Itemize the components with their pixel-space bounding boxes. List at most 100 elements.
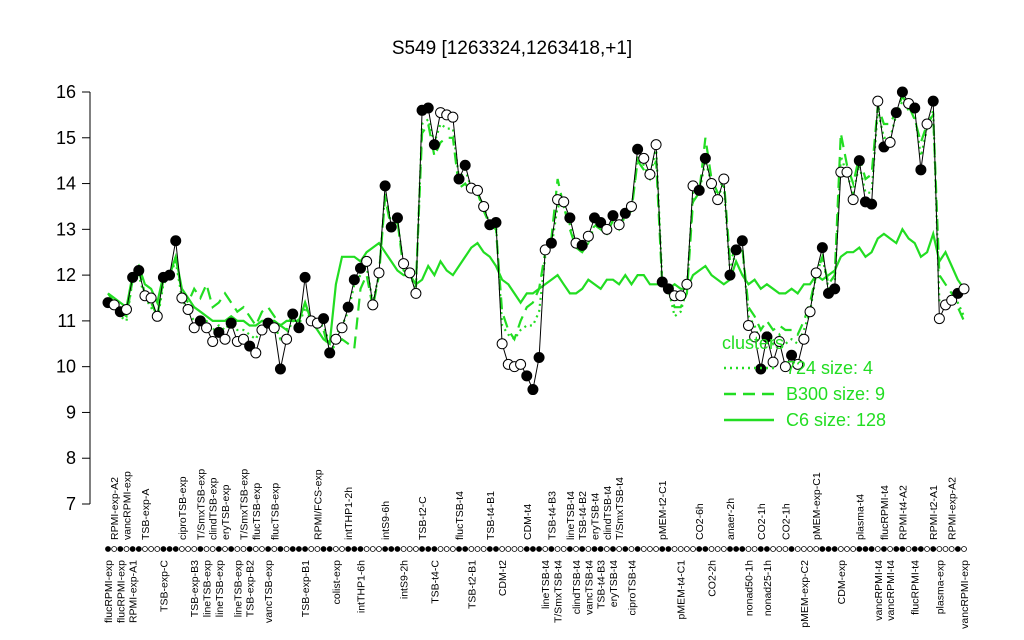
data-point [188, 322, 200, 334]
rug-dot [443, 546, 450, 552]
x-tick-label: T/SmxTSB-t4 [614, 477, 626, 540]
rug-dot [634, 546, 641, 552]
rug-dot [369, 546, 376, 552]
data-point [527, 384, 539, 396]
rug-dot [954, 546, 961, 552]
rug-dot [603, 546, 610, 552]
data-point [490, 216, 502, 228]
y-tick-label: 14 [56, 174, 76, 194]
data-point [644, 168, 656, 180]
data-point [884, 136, 896, 148]
rug-dot [203, 546, 210, 552]
rug-dot [536, 546, 542, 552]
x-tick-label: vancRPMI-exp [959, 560, 971, 629]
data-point [274, 363, 286, 375]
rug-dot [302, 546, 308, 552]
x-tick-label: flucRPMI-t4 [910, 560, 922, 615]
rug-dot [129, 546, 136, 552]
rug-dot [554, 546, 561, 552]
data-point [194, 315, 206, 327]
rug-dot [862, 546, 869, 552]
rug-dot [911, 546, 918, 552]
data-point [404, 267, 416, 279]
data-point [656, 276, 668, 288]
x-tick-label: CO2-1h [756, 503, 768, 540]
rug-dot [178, 546, 185, 552]
x-tick-label: vancRPMI-exp [121, 471, 133, 540]
rug-dot [579, 546, 586, 552]
data-point [718, 173, 730, 185]
data-point [459, 159, 471, 171]
rug-dot [517, 546, 524, 552]
rug-dot [764, 546, 770, 552]
x-tick-label: RPMI-exp-A2 [109, 477, 121, 540]
rug-dot [388, 546, 395, 552]
rug-dot [209, 546, 216, 552]
x-tick-label: pMEM-t2-C1 [657, 480, 669, 540]
rug-dot [240, 546, 247, 552]
rug-dot [351, 546, 358, 552]
rug-dot [228, 546, 235, 552]
data-point [927, 95, 939, 107]
data-point [946, 294, 958, 306]
data-point [151, 310, 163, 322]
x-tick-label: TSB-t4-C [429, 560, 441, 604]
rug-dot [511, 546, 518, 552]
x-tick-label: TSB-exp-B1 [300, 560, 312, 617]
x-tick-label: ciproTSB-exp [177, 476, 189, 540]
x-tick-label: T/SmxTSB-exp [195, 469, 207, 540]
data-point [816, 242, 828, 254]
data-point [896, 86, 908, 98]
rug-dot [154, 546, 161, 552]
data-point [792, 358, 804, 370]
y-tick-label: 12 [56, 265, 76, 285]
legend-label: B300 size: 9 [786, 384, 885, 404]
rug-dot [326, 546, 333, 552]
rug-dot [690, 546, 696, 552]
rug-dot [505, 546, 512, 552]
data-point [428, 139, 440, 151]
rug-dot [720, 546, 727, 552]
cluster-line [107, 94, 966, 356]
x-tick-label: RPMI-exp-A1 [128, 560, 140, 623]
data-point [810, 267, 822, 279]
data-point [127, 271, 139, 283]
rug-dot [733, 546, 740, 552]
data-point [120, 303, 132, 315]
rug-dot [616, 546, 623, 552]
rug-dot [449, 546, 456, 552]
rug-dot [123, 546, 130, 552]
rug-dot [560, 546, 567, 552]
rug-dot [462, 546, 469, 552]
data-point [373, 267, 385, 279]
x-tick-label: CDM-exp [836, 560, 848, 604]
x-tick-label: vancTSB-exp [263, 560, 275, 623]
rug-dot [277, 546, 284, 552]
y-tick-label: 15 [56, 128, 76, 148]
rug-dot [837, 546, 844, 552]
data-point [237, 333, 249, 345]
data-point [767, 356, 779, 368]
data-point [933, 313, 945, 325]
rug-dot [283, 546, 290, 552]
data-point [256, 324, 268, 336]
rug-dot [419, 546, 425, 552]
x-tick-label: nonad25-1h [762, 560, 774, 616]
y-tick-label: 11 [57, 311, 76, 331]
rug-dot [259, 546, 265, 552]
x-tick-label: CO2-1h [780, 503, 792, 540]
x-tick-label: vancRPMI-t4 [885, 560, 897, 621]
x-tick-label: CDM-t2 [497, 560, 509, 596]
data-point [761, 331, 773, 343]
rug-dot [308, 546, 315, 552]
data-point [724, 269, 736, 281]
y-tick-label: 13 [56, 219, 76, 239]
rug-dot [363, 546, 370, 552]
rug-dot [800, 546, 807, 552]
rug-dot [160, 546, 167, 552]
rug-dot [677, 546, 684, 552]
data-point [201, 322, 213, 334]
rug-dot [745, 546, 752, 552]
rug-dot [431, 546, 438, 552]
